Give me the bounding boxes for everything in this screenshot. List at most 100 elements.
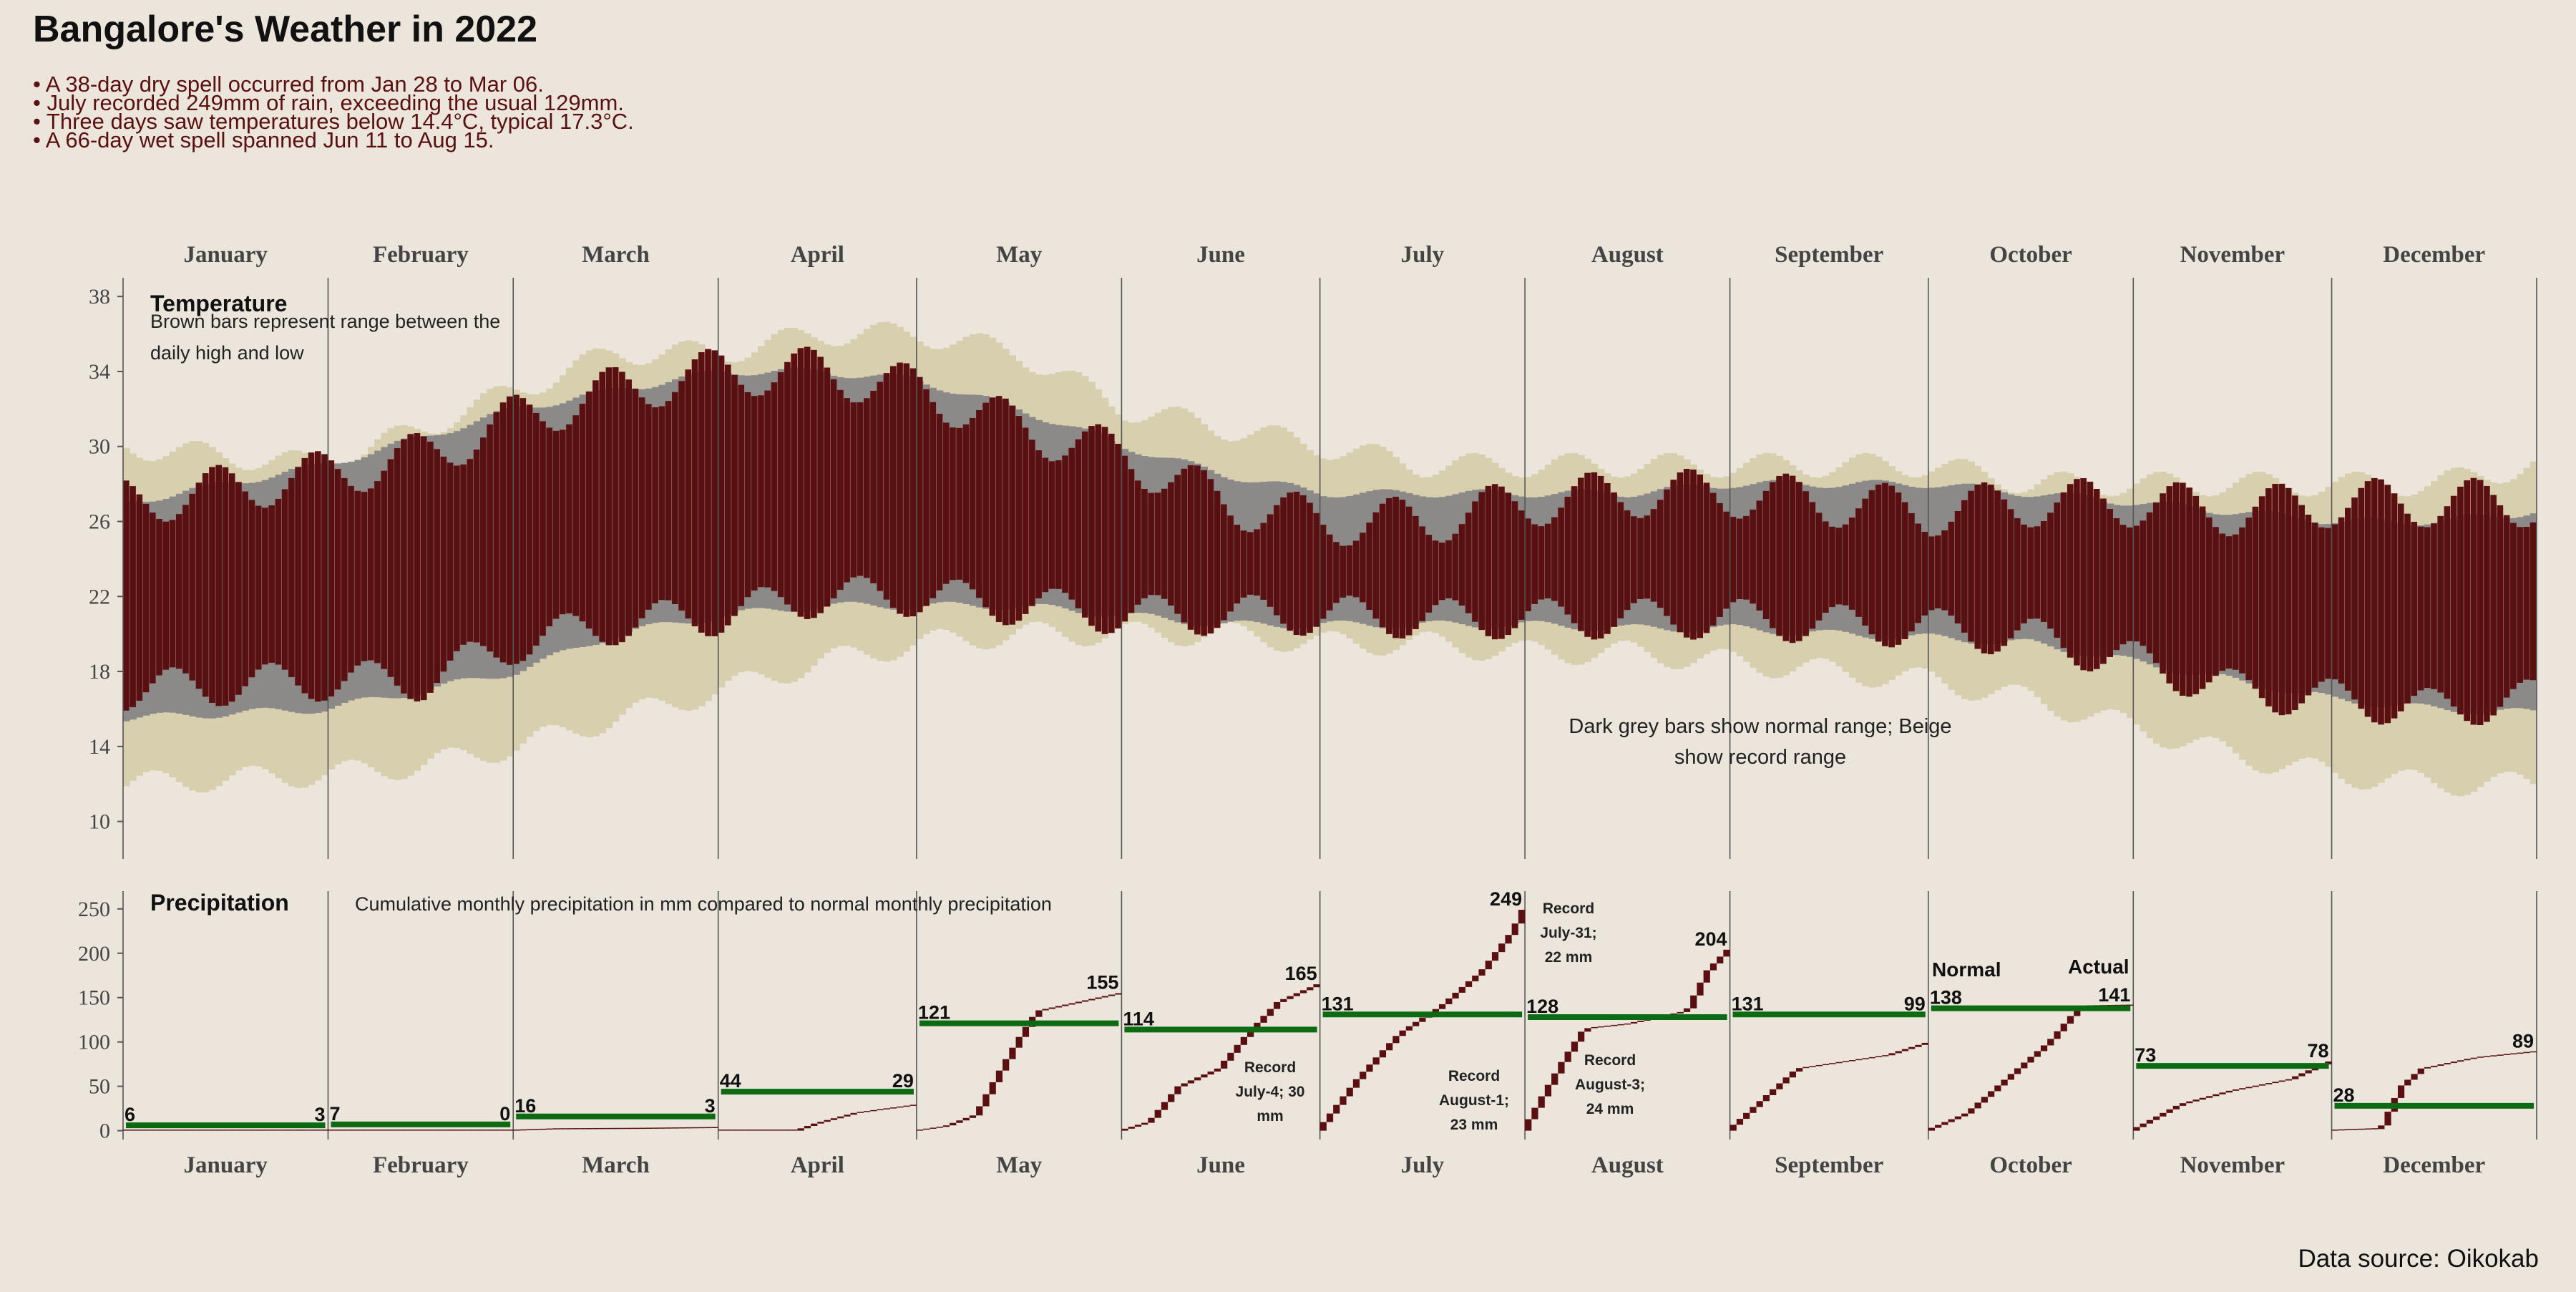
actual-range-bar [1445,540,1452,598]
cumulative-precip-step [1148,1117,1155,1123]
cumulative-precip-step [1485,961,1492,970]
actual-range-bar [1677,472,1684,633]
cumulative-precip-step [1743,1112,1750,1119]
actual-range-bar [1611,492,1617,627]
cumulative-precip-step [2529,1051,2537,1053]
cumulative-precip-step [2265,1083,2273,1084]
cumulative-precip-step [1709,963,1717,971]
cumulative-precip-step [2503,1054,2511,1055]
actual-range-bar [2411,522,2418,696]
cumulative-precip-step [1875,1056,1883,1058]
month-label-top: June [1196,242,1245,268]
actual-range-bar [619,371,625,643]
actual-precip-value: 78 [2307,1040,2328,1062]
temperature-subtitle-line-2: daily high and low [150,342,304,364]
actual-range-bar [1670,480,1677,625]
temperature-annotation-line-1: Dark grey bars show normal range; Beige [1568,715,1951,738]
cumulative-precip-step [1392,1036,1400,1044]
record-annotation-august-1: 23 mm [1450,1117,1498,1133]
actual-range-bar [447,462,454,661]
actual-range-bar [2060,492,2067,649]
cumulative-precip-step [665,1127,673,1129]
actual-range-bar [1419,526,1425,621]
cumulative-precip-step [2205,1096,2213,1098]
actual-range-bar [288,477,295,678]
actual-range-bar [440,456,447,672]
cumulative-precip-step [1340,1096,1347,1105]
actual-range-bar [2457,486,2464,715]
actual-precip-value: 89 [2512,1030,2534,1051]
actual-range-bar [2219,533,2226,671]
actual-range-bar [1901,502,1908,639]
cumulative-precip-step [1908,1046,1916,1049]
actual-range-bar [784,361,791,605]
cumulative-precip-step [1081,1000,1089,1002]
actual-range-bar [897,362,903,614]
actual-range-bar [870,390,877,583]
actual-legend-label: Actual [2068,956,2129,978]
month-label-top: November [2180,242,2285,268]
actual-range-bar [605,367,613,646]
cumulative-precip-step [308,1130,315,1131]
actual-range-bar [2021,524,2027,623]
record-annotation-august-1: Record [1448,1068,1500,1084]
cumulative-precip-step [585,1128,593,1130]
cumulative-precip-step [248,1130,255,1131]
record-annotation-july-4: July-4; 30 [1236,1084,1305,1100]
cumulative-precip-step [2331,1130,2338,1131]
cumulative-precip-step [215,1130,223,1131]
cumulative-precip-step [2384,1112,2391,1126]
cumulative-precip-step [625,1127,633,1130]
cumulative-precip-step [1915,1044,1922,1047]
cumulative-precip-step [1888,1053,1896,1056]
actual-range-bar [1055,460,1062,589]
cumulative-precip-step [2258,1084,2266,1086]
normal-precip-value: 16 [514,1095,536,1117]
actual-range-bar [513,394,519,664]
precip-y-tick-label: 200 [78,942,110,966]
cumulative-precip-step [2510,1053,2517,1055]
actual-range-bar [1187,465,1194,630]
cumulative-precip-step [1088,999,1096,1001]
actual-range-bar [2477,480,2484,726]
actual-range-bar [1254,529,1260,596]
month-label-bottom: May [996,1152,1043,1178]
cumulative-precip-step [222,1130,229,1131]
actual-range-bar [1267,514,1274,607]
actual-range-bar [2113,518,2120,651]
cumulative-precip-step [1009,1047,1016,1059]
cumulative-precip-step [1882,1055,1889,1057]
actual-range-bar [1624,510,1631,611]
actual-range-bar [1835,528,1843,605]
actual-range-bar [889,366,897,608]
actual-range-bar [2199,506,2206,689]
actual-range-bar [2318,527,2325,682]
cumulative-precip-step [705,1127,712,1129]
actual-range-bar [1981,482,1988,654]
cumulative-precip-step [2431,1065,2438,1067]
cumulative-precip-step [175,1130,183,1131]
actual-range-bar [2160,493,2166,674]
cumulative-precip-step [447,1130,454,1131]
actual-range-bar [2517,527,2523,683]
cumulative-precip-step [1736,1119,1744,1125]
cumulative-precip-step [817,1122,824,1124]
cumulative-precip-step [2477,1057,2484,1058]
actual-range-bar [242,491,248,686]
actual-range-bar [758,395,764,588]
actual-range-bar [1743,515,1750,600]
normal-precip-value: 131 [1732,993,1764,1014]
cumulative-precip-step [883,1108,890,1109]
cumulative-precip-step [2523,1051,2530,1054]
cumulative-precip-step [2140,1123,2147,1127]
normal-precip-value: 6 [125,1104,135,1125]
actual-range-bar [1690,470,1697,640]
actual-range-bar [1280,497,1287,624]
actual-range-bar [1452,533,1459,601]
cumulative-precip-step [1386,1043,1393,1051]
cumulative-precip-step [897,1106,904,1108]
cumulative-precip-step [2364,1128,2371,1130]
cumulative-precip-step [314,1130,322,1131]
cumulative-precip-step [2119,1004,2127,1006]
cumulative-precip-step [367,1130,375,1131]
